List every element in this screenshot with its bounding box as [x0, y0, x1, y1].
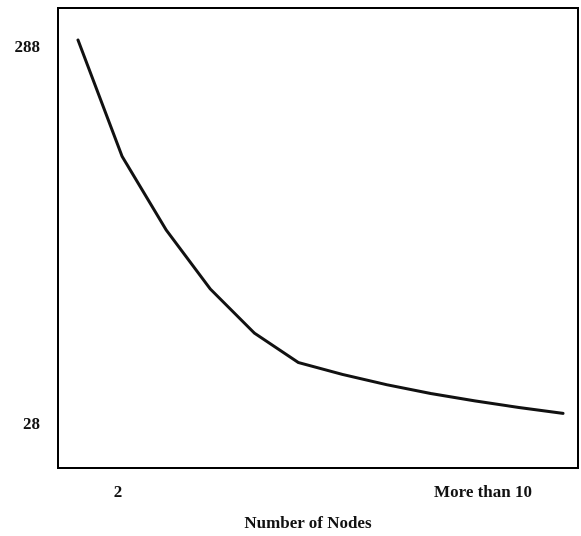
- y-tick-label-bottom: 28: [23, 414, 40, 433]
- y-tick-label-top: 288: [15, 37, 41, 56]
- x-axis-title: Number of Nodes: [244, 513, 372, 532]
- series-line-0: [76, 38, 565, 415]
- x-tick-label-last: More than 10: [434, 482, 532, 501]
- plot-frame: [57, 7, 579, 469]
- series-marks: [76, 38, 565, 415]
- x-tick-label-first: 2: [114, 482, 123, 501]
